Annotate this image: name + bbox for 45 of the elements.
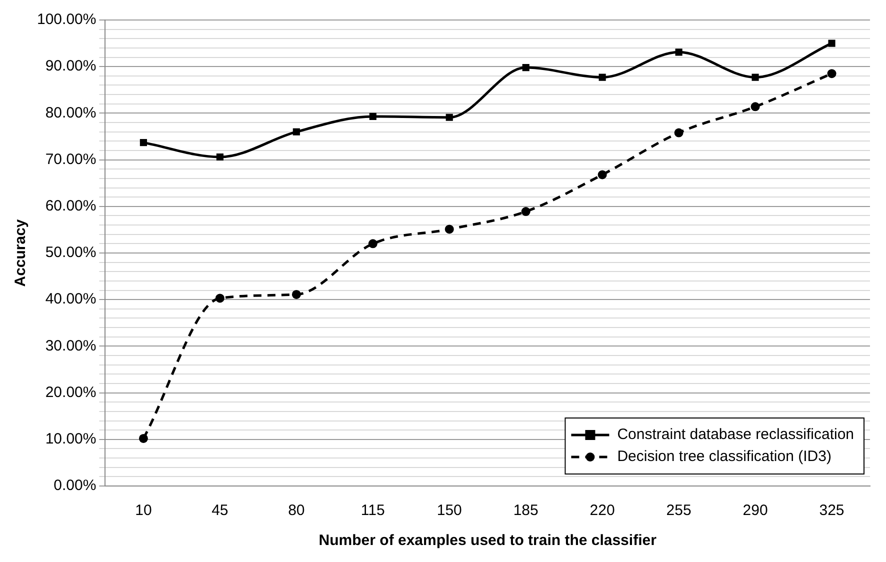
point bbox=[521, 207, 530, 216]
legend-label: Constraint database reclassification bbox=[617, 426, 854, 444]
x-tick-label: 150 bbox=[436, 502, 462, 520]
x-tick-label: 45 bbox=[212, 502, 228, 520]
point bbox=[522, 64, 530, 72]
y-tick-label: 60.00% bbox=[45, 198, 96, 215]
x-axis-title: Number of examples used to train the classifier bbox=[318, 532, 657, 550]
point bbox=[138, 434, 148, 443]
x-tick-label: 290 bbox=[742, 502, 768, 520]
x-tick-label: 10 bbox=[135, 502, 152, 520]
y-tick-label: 100.00% bbox=[37, 11, 96, 28]
y-tick-label: 30.00% bbox=[45, 337, 96, 354]
x-tick-label: 255 bbox=[666, 502, 692, 520]
x-tick-label: 185 bbox=[513, 502, 538, 520]
y-tick-label: 20.00% bbox=[45, 384, 96, 401]
point bbox=[215, 294, 224, 303]
point bbox=[446, 114, 453, 121]
point bbox=[750, 102, 760, 112]
point bbox=[598, 170, 607, 180]
point bbox=[674, 128, 684, 138]
point bbox=[140, 139, 147, 146]
y-tick-label: 70.00% bbox=[45, 150, 96, 168]
legend-label: Decision tree classification (ID3) bbox=[617, 448, 832, 466]
x-tick-label: 115 bbox=[360, 502, 385, 520]
y-tick-label: 0.00% bbox=[54, 477, 96, 494]
point bbox=[216, 153, 224, 161]
x-tick-label: 325 bbox=[819, 502, 844, 520]
point bbox=[752, 74, 759, 81]
point bbox=[828, 40, 836, 47]
y-tick-label: 90.00% bbox=[45, 58, 96, 75]
point bbox=[292, 290, 301, 299]
y-tick-label: 80.00% bbox=[45, 104, 96, 122]
point bbox=[368, 239, 378, 248]
y-tick-label: 40.00% bbox=[45, 290, 96, 308]
point bbox=[292, 128, 300, 136]
y-tick-label: 50.00% bbox=[45, 244, 96, 262]
point bbox=[444, 224, 454, 234]
point bbox=[827, 69, 836, 78]
point bbox=[369, 112, 376, 120]
y-axis-title: Accuracy bbox=[12, 218, 30, 287]
point bbox=[598, 74, 606, 81]
y-tick-label: 10.00% bbox=[45, 430, 96, 448]
point bbox=[675, 48, 682, 56]
x-tick-label: 220 bbox=[590, 502, 615, 520]
x-tick-label: 80 bbox=[288, 502, 305, 520]
